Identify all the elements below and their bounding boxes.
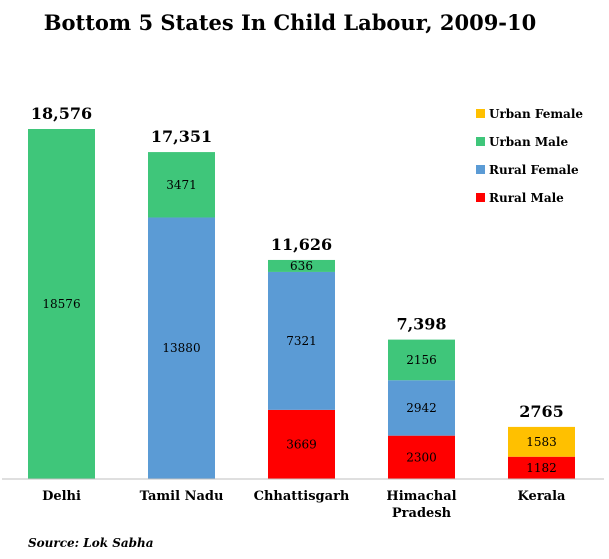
total-label: 17,351 [151, 127, 212, 146]
total-label: 11,626 [271, 235, 332, 254]
legend-entry: Urban Female [489, 107, 583, 121]
data-label: 636 [290, 259, 313, 273]
data-label: 1583 [526, 435, 557, 449]
x-tick-label: Chhattisgarh [254, 489, 350, 504]
data-label: 2942 [406, 401, 437, 415]
chart-title: Bottom 5 States In Child Labour, 2009-10 [44, 10, 537, 35]
bar-segment [508, 426, 575, 457]
legend-swatch [476, 109, 485, 118]
data-label: 18576 [42, 297, 80, 311]
data-label: 3669 [286, 437, 317, 451]
bar-segment [388, 339, 455, 381]
total-label: 18,576 [31, 104, 92, 123]
data-label: 1182 [526, 461, 557, 475]
bar-segment [388, 435, 455, 479]
total-label: 2765 [519, 402, 564, 421]
bar-segment [148, 152, 215, 218]
legend-swatch [476, 165, 485, 174]
total-label: 7,398 [396, 315, 446, 334]
data-label: 13880 [162, 341, 200, 355]
bar-segment [388, 380, 455, 436]
legend-swatch [476, 137, 485, 146]
bar-segment [268, 259, 335, 272]
x-axis-labels: Delhi Tamil Nadu Chhattisgarh Himachal Prade… [42, 489, 566, 521]
bar-segment [148, 217, 215, 480]
legend-entry: Rural Female [489, 163, 579, 177]
bar-segment [268, 271, 335, 410]
x-tick-label: Himachal [386, 489, 456, 504]
data-label: 3471 [166, 178, 197, 192]
legend-swatch [476, 193, 485, 202]
data-label: 2300 [406, 450, 437, 464]
source-note: Source: Lok Sabha [28, 536, 154, 550]
x-tick-label: Delhi [42, 489, 81, 504]
x-tick-label: Kerala [518, 489, 566, 504]
x-tick-label: Pradesh [392, 506, 452, 521]
legend: Urban Female Urban Male Rural Female Rural … [476, 107, 583, 205]
data-label: 7321 [286, 334, 317, 348]
legend-entry: Rural Male [489, 191, 564, 205]
bar-segment [508, 456, 575, 479]
bar-segment [268, 409, 335, 479]
legend-entry: Urban Male [489, 135, 568, 149]
data-label: 2156 [406, 353, 437, 367]
bar-segment [28, 129, 95, 479]
x-tick-label: Tamil Nadu [140, 489, 224, 504]
bars-group: 18576 18,576 13880 3471 17,351 3669 7321 636 11,… [28, 104, 575, 480]
